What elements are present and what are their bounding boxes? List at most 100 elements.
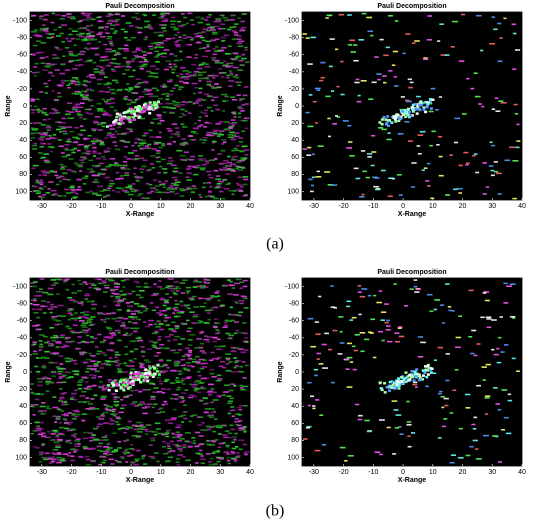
speckle xyxy=(114,30,118,32)
speckle xyxy=(221,14,225,17)
speckle xyxy=(65,345,70,348)
speckle xyxy=(198,453,203,456)
speckle xyxy=(80,311,86,314)
speckle xyxy=(145,388,152,391)
speckle xyxy=(359,196,365,198)
speckle xyxy=(55,121,60,123)
speckle xyxy=(90,460,97,463)
speckle xyxy=(118,299,124,302)
speckle xyxy=(66,309,72,312)
speckle xyxy=(75,413,81,416)
speckle xyxy=(220,76,224,78)
speckle xyxy=(141,64,146,66)
speckle xyxy=(228,53,233,55)
speckle xyxy=(186,36,192,38)
speckle xyxy=(156,114,162,116)
speckle xyxy=(179,438,185,440)
speckle xyxy=(203,126,207,128)
speckle xyxy=(183,16,187,19)
speckle xyxy=(122,298,127,300)
speckle xyxy=(191,74,197,77)
speckle xyxy=(37,111,41,114)
speckle xyxy=(367,30,374,33)
speckle xyxy=(239,98,246,100)
speckle xyxy=(155,142,162,144)
speckle xyxy=(95,416,101,418)
speckle xyxy=(131,116,135,119)
speckle xyxy=(386,115,390,118)
speckle xyxy=(233,132,240,134)
speckle xyxy=(125,426,131,428)
speckle xyxy=(119,139,125,142)
speckle xyxy=(178,396,184,398)
y-axis-label: Range xyxy=(277,95,284,117)
speckle xyxy=(220,305,226,307)
speckle xyxy=(112,50,116,52)
speckle xyxy=(48,33,55,35)
speckle xyxy=(124,449,128,452)
speckle xyxy=(193,280,200,283)
speckle xyxy=(124,377,131,380)
speckle xyxy=(78,283,84,285)
y-tick-label: 80 xyxy=(291,171,299,178)
speckle xyxy=(147,24,151,26)
speckle xyxy=(143,428,149,431)
speckle xyxy=(237,424,242,427)
speckle xyxy=(166,307,172,309)
speckle xyxy=(30,127,35,130)
speckle xyxy=(154,188,159,191)
speckle xyxy=(200,330,205,333)
speckle xyxy=(428,366,432,370)
speckle xyxy=(241,158,247,161)
speckle xyxy=(238,190,244,192)
speckle xyxy=(193,57,198,59)
speckle xyxy=(199,36,205,39)
chart-title: Pauli Decomposition xyxy=(105,269,174,276)
speckle xyxy=(174,133,180,136)
speckle xyxy=(404,380,408,383)
speckle xyxy=(92,128,97,130)
speckle xyxy=(178,373,182,376)
speckle xyxy=(415,112,419,115)
y-axis-label: Range xyxy=(5,361,12,383)
speckle xyxy=(112,432,117,434)
speckle xyxy=(174,179,178,181)
speckle xyxy=(354,334,360,336)
speckle xyxy=(349,39,356,42)
speckle xyxy=(113,293,120,295)
speckle xyxy=(148,444,153,446)
speckle xyxy=(65,192,72,194)
speckle xyxy=(164,347,170,350)
speckle xyxy=(229,72,233,74)
speckle xyxy=(229,397,235,400)
speckle xyxy=(67,102,73,104)
speckle xyxy=(78,379,85,381)
speckle xyxy=(127,152,134,154)
speckle xyxy=(132,318,136,320)
speckle xyxy=(242,322,247,324)
speckle xyxy=(58,145,64,147)
speckle xyxy=(231,30,237,32)
speckle xyxy=(69,82,74,85)
speckle xyxy=(71,151,76,154)
speckle xyxy=(397,119,401,122)
speckle xyxy=(151,431,158,433)
speckle xyxy=(225,445,230,448)
speckle xyxy=(400,376,404,379)
speckle xyxy=(503,302,509,304)
speckle xyxy=(197,67,203,70)
speckle xyxy=(106,37,113,40)
speckle xyxy=(64,278,70,281)
speckle xyxy=(166,127,172,130)
speckle xyxy=(120,175,124,177)
x-tick-label: -30 xyxy=(37,469,47,476)
speckle xyxy=(227,400,234,403)
speckle xyxy=(76,301,80,304)
speckle xyxy=(148,340,154,343)
speckle xyxy=(77,186,81,188)
speckle xyxy=(34,62,39,65)
y-tick-label: 100 xyxy=(15,188,27,195)
speckle xyxy=(240,388,247,391)
speckle xyxy=(243,307,249,309)
speckle xyxy=(335,115,339,117)
